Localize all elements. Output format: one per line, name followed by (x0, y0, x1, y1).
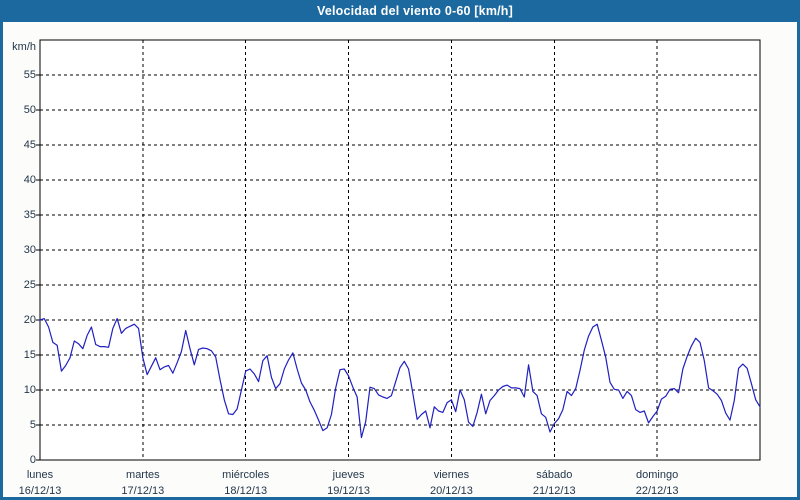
wind-speed-line (39, 318, 761, 439)
day-label: miércoles (222, 469, 270, 481)
y-axis-unit-label: km/h (12, 41, 36, 53)
chart-title: Velocidad del viento 0-60 [km/h] (316, 4, 514, 18)
day-label: martes (126, 469, 160, 481)
y-tick-label: 20 (23, 314, 36, 326)
y-tick-label: 5 (29, 419, 36, 431)
day-label: sábado (536, 469, 573, 481)
date-label: 20/12/13 (430, 485, 473, 497)
date-label: 19/12/13 (327, 485, 370, 497)
title-bar: Velocidad del viento 0-60 [km/h] (0, 0, 800, 22)
y-tick-label: 15 (23, 349, 36, 361)
y-tick-label: 25 (23, 279, 36, 291)
day-label: viernes (433, 469, 470, 481)
y-tick-label: 40 (23, 174, 36, 186)
y-tick-label: 45 (23, 139, 36, 151)
date-label: 18/12/13 (224, 485, 268, 497)
y-tick-label: 55 (23, 69, 36, 81)
day-label: jueves (332, 469, 365, 481)
date-label: 22/12/13 (635, 485, 679, 497)
y-tick-label: 0 (29, 454, 36, 466)
y-tick-label: 35 (23, 209, 36, 221)
date-label: 16/12/13 (18, 485, 62, 497)
y-tick-label: 50 (23, 104, 36, 116)
day-label: lunes (26, 469, 54, 481)
date-label: 17/12/13 (121, 485, 165, 497)
y-tick-label: 30 (23, 244, 36, 256)
day-label: domingo (636, 469, 679, 481)
date-label: 21/12/13 (532, 485, 576, 497)
y-tick-label: 10 (23, 384, 36, 396)
